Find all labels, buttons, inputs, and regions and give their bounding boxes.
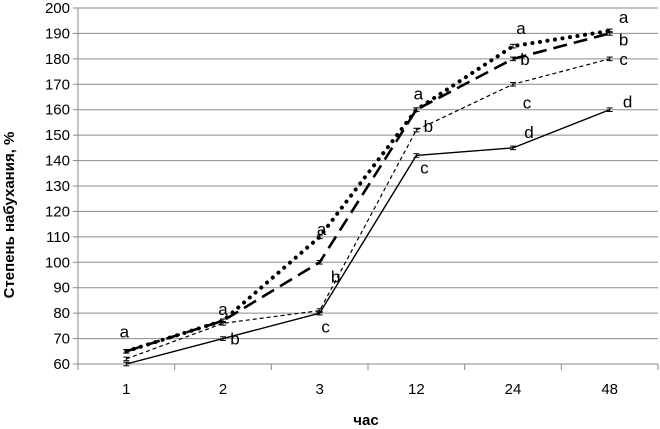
x-tick-label: 48	[601, 381, 618, 398]
y-tick-label: 190	[45, 25, 70, 42]
error-bar	[413, 107, 420, 113]
y-tick-label: 170	[45, 76, 70, 93]
point-label: a	[414, 85, 424, 104]
error-bar	[316, 234, 323, 240]
point-label: c	[321, 318, 330, 337]
x-tick-label: 1	[122, 381, 130, 398]
error-bar	[510, 81, 516, 87]
point-label: b	[230, 330, 239, 349]
point-label: a	[317, 220, 327, 239]
error-bar	[123, 356, 130, 362]
point-label: b	[424, 117, 433, 136]
x-tick-label: 12	[408, 381, 425, 398]
y-tick-label: 200	[45, 0, 70, 17]
error-bars	[123, 28, 613, 367]
y-tick-label: 60	[53, 356, 70, 373]
point-label: a	[619, 8, 629, 27]
point-label: c	[420, 158, 429, 177]
series-line	[124, 28, 612, 354]
error-bar	[220, 321, 226, 326]
point-label: d	[623, 93, 632, 112]
y-tick-labels: 60 70 80 90 100 110 120 130 140 150 160 170 180 190 20…	[45, 0, 70, 373]
gridlines	[78, 7, 658, 340]
error-bar	[413, 153, 420, 158]
x-tick-label: 3	[315, 381, 323, 398]
point-label: a	[120, 322, 130, 341]
point-label: d	[524, 123, 533, 142]
y-tick-label: 90	[53, 280, 70, 297]
error-bar	[606, 56, 613, 62]
error-bar	[123, 361, 130, 367]
error-bar	[316, 259, 323, 265]
x-tick-label: 2	[219, 381, 227, 398]
x-tick-label: 24	[505, 381, 522, 398]
point-label: a	[218, 300, 228, 319]
y-tick-label: 120	[45, 203, 70, 220]
y-axis-title: Степень набухания, %	[1, 132, 18, 299]
error-bar	[510, 56, 516, 62]
y-tick-label: 70	[53, 331, 70, 348]
error-bar	[123, 348, 130, 354]
error-bar	[510, 43, 516, 49]
error-bar	[606, 31, 613, 36]
y-tick-label: 100	[45, 254, 70, 271]
y-tick-label: 140	[45, 153, 70, 170]
y-tick-label: 110	[46, 229, 70, 246]
y-tick-label: 150	[45, 127, 70, 144]
x-tick-labels: 1 2 3 12 24 48	[122, 381, 618, 398]
x-axis-title: час	[353, 412, 378, 429]
point-label: b	[520, 50, 529, 69]
y-tick-label: 80	[53, 305, 70, 322]
error-bar	[316, 310, 323, 316]
error-bar	[220, 336, 226, 341]
axes	[73, 7, 659, 370]
error-bar	[413, 127, 420, 133]
point-label: b	[619, 30, 628, 49]
point-label: c	[619, 50, 628, 69]
error-bar	[510, 145, 516, 151]
y-tick-label: 130	[45, 178, 70, 195]
point-label: a	[516, 19, 526, 38]
point-label: c	[523, 93, 532, 112]
series-line	[125, 32, 610, 353]
error-bar	[606, 107, 613, 113]
series-line	[126, 109, 610, 365]
point-label: b	[331, 267, 340, 286]
y-tick-label: 160	[45, 102, 70, 119]
y-tick-label: 180	[45, 51, 70, 68]
series-lines	[124, 28, 612, 365]
series-line	[126, 58, 610, 360]
